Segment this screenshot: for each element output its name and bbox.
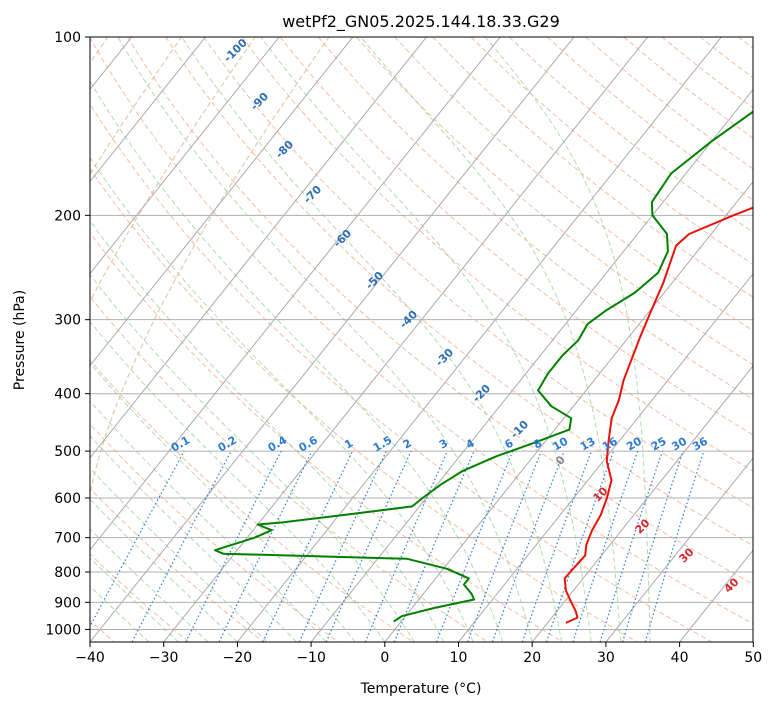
- x-tick-label: 20: [523, 650, 541, 666]
- plot-area: 0.1 0.2 0.4 0.6 1 1.5 2 3 4 6 8 10 13 16 20 25 30 36-100-…: [90, 37, 753, 642]
- y-tick-label: 600: [54, 491, 81, 507]
- dry-adiabat: [90, 232, 563, 642]
- y-axis: 100 200 300 400 500 600 700 800 900 1000: [45, 30, 90, 638]
- x-tick-label: −30: [149, 650, 179, 666]
- x-tick-label: −10: [296, 650, 326, 666]
- mixing-ratio-line: [644, 450, 705, 642]
- moist-adiabat: [117, 37, 533, 642]
- y-tick-label: 300: [54, 313, 81, 329]
- isotherm-line: [90, 37, 427, 459]
- isotherm-line: [90, 37, 280, 275]
- moist-adiabats: [90, 37, 651, 642]
- mixing-ratio-line: [572, 450, 639, 642]
- mixing-ratio-line: [90, 450, 185, 628]
- ice-adiabat: [90, 37, 256, 303]
- x-tick-label: −20: [223, 650, 253, 666]
- moist-adiabat: [90, 220, 445, 642]
- x-tick-label: −40: [75, 650, 105, 666]
- dry-adiabat: [127, 37, 753, 585]
- dry-adiabat: [90, 423, 339, 642]
- x-tick-label: 50: [744, 650, 762, 666]
- isotherm-line: [605, 457, 753, 642]
- y-tick-label: 400: [54, 387, 81, 403]
- y-tick-label: 900: [54, 595, 81, 611]
- moist-adiabat: [90, 362, 356, 642]
- mixing-ratio-line: [467, 450, 542, 642]
- moist-adiabat: [181, 37, 563, 642]
- moist-adiabat: [90, 273, 415, 642]
- dry-adiabat: [90, 37, 753, 625]
- y-tick-label: 100: [54, 30, 81, 46]
- skewed-isotherms: [90, 37, 753, 642]
- x-tick-label: 30: [597, 650, 615, 666]
- dry-adiabat: [432, 37, 753, 298]
- moist-adiabat: [90, 585, 150, 642]
- dry-adiabat: [203, 37, 753, 509]
- moist-adiabat: [90, 320, 386, 642]
- sounding-series: [214, 110, 753, 624]
- mixing-ratio-line: [521, 450, 593, 642]
- isotherm-line: [90, 37, 501, 551]
- moist-adiabat: [90, 156, 474, 642]
- mixing-ratio-line: [491, 450, 565, 642]
- isotherm-line: [90, 37, 354, 367]
- dry-adiabat: [90, 168, 638, 642]
- isotherm-line: [237, 37, 722, 642]
- y-tick-label: 200: [54, 208, 81, 224]
- plot-frame: [89, 36, 754, 643]
- x-axis: −40 −30 −20 −10 0 10 20 30 40 50: [75, 642, 762, 666]
- dry-adiabat: [90, 295, 489, 642]
- mixing-ratio-line: [622, 450, 684, 642]
- isotherm-line: [384, 180, 753, 642]
- moist-adiabat: [90, 435, 297, 642]
- moist-adiabat: [360, 37, 622, 642]
- dry-adiabat: [241, 37, 753, 472]
- x-tick-label: 10: [450, 650, 468, 666]
- x-axis-label: Temperature (°C): [360, 681, 482, 697]
- isotherm-line: [310, 88, 753, 642]
- y-tick-label: 700: [54, 531, 81, 547]
- isobar-gridlines: [90, 37, 753, 630]
- mixing-ratio-line: [325, 450, 412, 642]
- mixing-ratio-lines: [90, 450, 705, 642]
- dry-adiabat: [90, 553, 190, 642]
- moist-adiabat: [90, 400, 327, 642]
- isotherm-line: [90, 37, 206, 183]
- y-tick-label: 800: [54, 565, 81, 581]
- mixing-ratio-line: [545, 450, 615, 642]
- mixing-ratio-line: [185, 450, 282, 642]
- dewpoint-profile-line: [214, 110, 753, 623]
- y-tick-label: 500: [54, 444, 81, 460]
- x-tick-label: 0: [380, 650, 389, 666]
- moist-adiabat: [90, 467, 268, 642]
- ice-adiabat: [90, 37, 330, 642]
- x-tick-label: 40: [671, 650, 689, 666]
- y-axis-label: Pressure (hPa): [12, 290, 28, 390]
- temperature-profile-line: [563, 206, 753, 624]
- chart-title: wetPf2_GN05.2025.144.18.33.G29: [282, 12, 560, 32]
- moist-adiabat: [260, 37, 592, 642]
- isotherm-line: [531, 365, 753, 642]
- moist-adiabat: [90, 80, 504, 642]
- moist-adiabat: [484, 37, 651, 642]
- mixing-ratio-line: [599, 450, 664, 642]
- isotherm-line: [458, 273, 753, 642]
- isotherm-line: [90, 37, 575, 642]
- y-tick-label: 1000: [45, 622, 81, 638]
- mixing-ratio-line: [436, 450, 514, 642]
